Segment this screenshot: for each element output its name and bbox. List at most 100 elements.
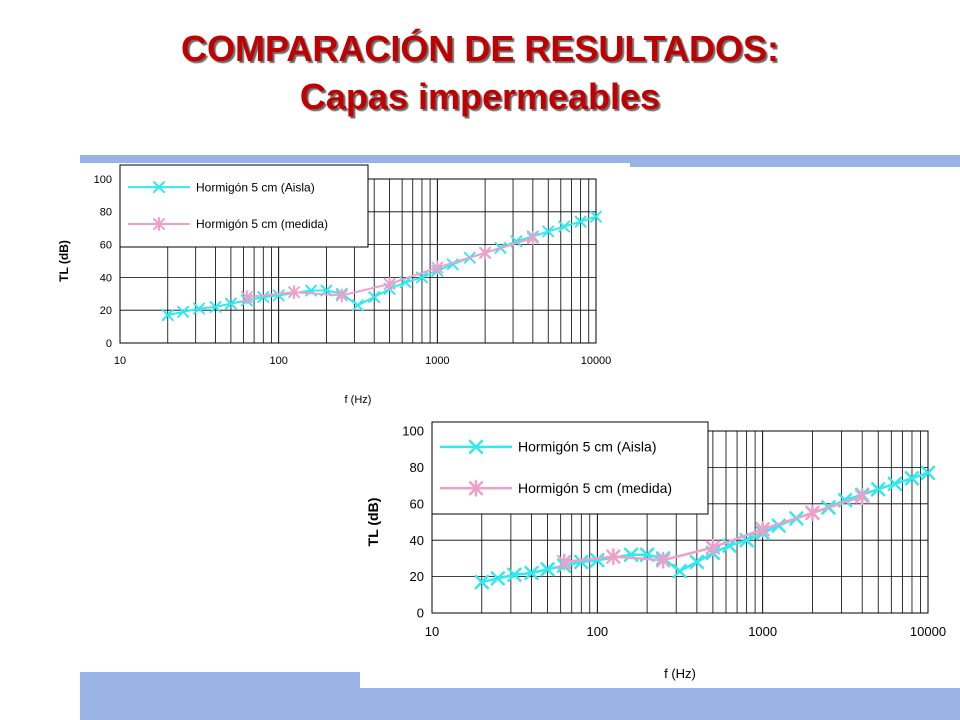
y-tick-label: 60	[410, 496, 424, 511]
data-point	[574, 215, 587, 228]
data-point	[805, 504, 820, 522]
marker-stroke	[257, 291, 270, 304]
data-point	[655, 551, 671, 569]
data-point	[257, 291, 270, 304]
data-point	[368, 291, 381, 304]
marker-stroke	[468, 439, 484, 455]
data-point	[606, 548, 621, 566]
chart-large-svg: 0 20 40 60 80 100 10 100 1000 10000 TL (dB) f (Hz) H…	[365, 421, 946, 681]
data-point	[854, 488, 870, 505]
legend-label: Hormigón 5 cm (medida)	[518, 480, 672, 496]
slide-title: COMPARACIÓN DE RESULTADOS:	[181, 28, 779, 69]
x-tick-label: 100	[269, 355, 287, 367]
marker-stroke	[490, 571, 506, 586]
data-point	[526, 231, 539, 246]
data-point	[479, 245, 492, 260]
marker-stroke	[161, 309, 174, 322]
data-point	[755, 520, 770, 538]
marker-stroke	[574, 554, 589, 570]
marker-stroke	[887, 476, 903, 492]
data-point	[558, 220, 571, 233]
data-point	[177, 305, 190, 318]
marker-stroke	[739, 532, 754, 548]
data-point	[574, 554, 589, 570]
chart-large: 0 20 40 60 80 100 10 100 1000 10000 TL (dB) f (Hz) H…	[360, 412, 960, 688]
marker-stroke	[558, 220, 571, 233]
data-point	[542, 225, 555, 238]
data-point	[590, 210, 602, 223]
marker-stroke	[399, 276, 412, 289]
marker-stroke	[904, 471, 920, 486]
x-axis-label: f (Hz)	[345, 394, 372, 406]
data-point	[870, 481, 886, 497]
data-point	[524, 565, 539, 581]
marker-stroke	[272, 289, 285, 302]
marker-stroke	[415, 271, 428, 284]
data-point	[272, 289, 285, 302]
data-point	[556, 553, 572, 571]
x-tick-label: 100	[586, 624, 608, 639]
marker-stroke	[920, 465, 936, 481]
x-tick-label: 10	[425, 624, 439, 639]
x-tick-label: 1000	[748, 624, 777, 639]
data-point	[904, 471, 920, 486]
data-point	[161, 309, 174, 322]
data-point	[920, 465, 936, 481]
legend-label: Hormigón 5 cm (Aisla)	[196, 180, 315, 194]
data-point	[468, 479, 484, 497]
y-axis-label: TL (dB)	[365, 498, 381, 547]
marker-stroke	[590, 210, 602, 223]
y-tick-label: 0	[417, 606, 424, 621]
y-tick-label: 100	[94, 174, 112, 186]
data-point	[474, 574, 490, 590]
data-point	[507, 567, 522, 583]
marker-stroke	[590, 552, 605, 568]
x-tick-label: 10000	[581, 355, 612, 367]
data-point	[705, 539, 721, 556]
data-point	[288, 285, 301, 300]
marker-stroke	[224, 297, 237, 310]
data-point	[209, 300, 222, 313]
data-point	[431, 260, 444, 275]
data-point	[540, 562, 555, 577]
data-point	[153, 217, 165, 232]
marker-stroke	[574, 215, 587, 228]
marker-stroke	[672, 563, 687, 579]
marker-stroke	[722, 538, 737, 553]
marker-stroke	[153, 181, 165, 194]
marker-stroke	[542, 225, 555, 238]
data-point	[490, 571, 506, 586]
data-point	[672, 563, 687, 579]
marker-stroke	[689, 554, 705, 570]
data-point	[153, 181, 165, 194]
y-tick-label: 20	[410, 569, 424, 584]
data-point	[887, 476, 903, 492]
data-point	[468, 439, 484, 455]
data-point	[335, 288, 348, 303]
marker-stroke	[177, 305, 190, 318]
y-tick-label: 40	[100, 272, 112, 284]
y-tick-label: 20	[100, 305, 112, 317]
marker-stroke	[368, 291, 381, 304]
marker-stroke	[351, 299, 364, 312]
y-tick-label: 60	[100, 239, 112, 251]
chart-small-svg: 0 20 40 60 80 100 10 100 1000 10000 TL (dB) f (Hz) H…	[57, 164, 612, 406]
legend-box	[119, 164, 369, 248]
marker-stroke	[870, 481, 886, 497]
data-point	[224, 297, 237, 310]
y-tick-label: 80	[410, 460, 424, 475]
marker-stroke	[540, 562, 555, 577]
marker-stroke	[193, 302, 206, 315]
y-tick-label: 80	[100, 207, 112, 219]
marker-stroke	[209, 300, 222, 313]
y-tick-label: 100	[402, 424, 424, 439]
marker-stroke	[507, 567, 522, 583]
data-point	[590, 552, 605, 568]
chart-small: 0 20 40 60 80 100 10 100 1000 10000 TL (dB) f (Hz) H…	[50, 163, 630, 408]
data-point	[193, 302, 206, 315]
x-tick-label: 10	[114, 355, 126, 367]
legend-box	[431, 421, 709, 515]
x-axis-label: f (Hz)	[664, 666, 696, 681]
marker-stroke	[474, 574, 490, 590]
y-tick-label: 0	[106, 338, 112, 350]
